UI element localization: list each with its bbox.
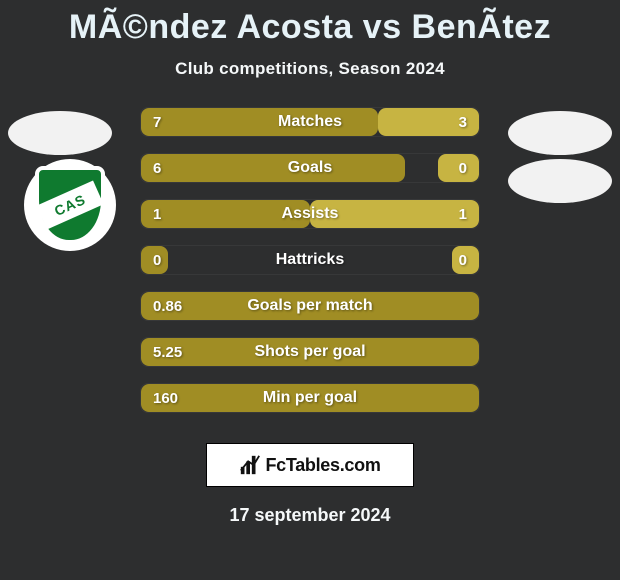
page-title: MÃ©ndez Acosta vs BenÃtez bbox=[0, 0, 620, 47]
stat-segment-left bbox=[141, 200, 310, 228]
stat-segment-left bbox=[141, 108, 378, 136]
crest-letters: CAS bbox=[36, 181, 103, 230]
stat-row: 160Min per goal bbox=[140, 383, 480, 413]
stat-row: 0.86Goals per match bbox=[140, 291, 480, 321]
stat-row: 00Hattricks bbox=[140, 245, 480, 275]
page-date: 17 september 2024 bbox=[0, 505, 620, 526]
stat-segment-right bbox=[438, 154, 479, 182]
stat-row: 60Goals bbox=[140, 153, 480, 183]
stat-row: 73Matches bbox=[140, 107, 480, 137]
player-right-image-placeholder bbox=[508, 111, 612, 155]
stat-segment-right bbox=[452, 246, 479, 274]
stat-rows: 73Matches 60Goals 11Assists 00Hattricks 0.86… bbox=[140, 107, 480, 429]
shield-icon: CAS bbox=[35, 166, 105, 244]
fctables-logo: FcTables.com bbox=[206, 443, 414, 487]
comparison-chart: CAS 73Matches 60Goals 11Assists 00Hattricks… bbox=[0, 107, 620, 427]
team-left-crest: CAS bbox=[24, 159, 116, 251]
player-left-image-placeholder bbox=[8, 111, 112, 155]
page-subtitle: Club competitions, Season 2024 bbox=[0, 59, 620, 79]
fctables-logo-text: FcTables.com bbox=[265, 455, 380, 476]
stat-segment-left bbox=[141, 246, 168, 274]
stat-segment-left bbox=[141, 154, 405, 182]
stat-row: 11Assists bbox=[140, 199, 480, 229]
stat-segment-left bbox=[141, 384, 479, 412]
stat-row: 5.25Shots per goal bbox=[140, 337, 480, 367]
stat-label: Hattricks bbox=[141, 246, 479, 274]
bar-chart-icon bbox=[239, 454, 261, 476]
team-right-crest-placeholder bbox=[508, 159, 612, 203]
stat-segment-left bbox=[141, 338, 479, 366]
stat-segment-right bbox=[378, 108, 479, 136]
stat-segment-left bbox=[141, 292, 479, 320]
stat-segment-right bbox=[310, 200, 479, 228]
